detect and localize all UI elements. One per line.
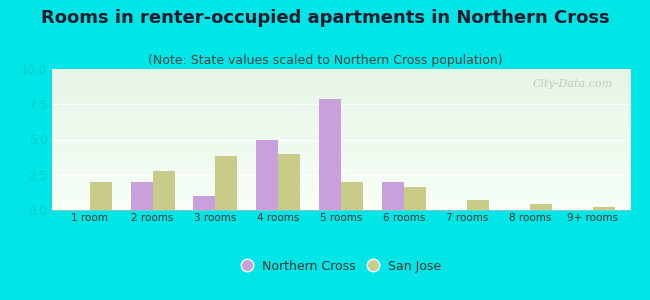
- Bar: [194, 196, 216, 210]
- Text: (Note: State values scaled to Northern Cross population): (Note: State values scaled to Northern C…: [148, 54, 502, 67]
- Bar: [530, 204, 552, 210]
- Bar: [278, 154, 300, 210]
- Bar: [341, 182, 363, 210]
- Bar: [382, 182, 404, 210]
- Bar: [153, 170, 175, 210]
- Bar: [90, 182, 112, 210]
- Bar: [467, 200, 489, 210]
- Text: City-Data.com: City-Data.com: [533, 79, 613, 89]
- Bar: [256, 140, 278, 210]
- Legend: Northern Cross, San Jose: Northern Cross, San Jose: [238, 256, 445, 277]
- Text: Rooms in renter-occupied apartments in Northern Cross: Rooms in renter-occupied apartments in N…: [41, 9, 609, 27]
- Bar: [404, 188, 426, 210]
- Bar: [131, 182, 153, 210]
- Bar: [216, 156, 237, 210]
- Bar: [319, 99, 341, 210]
- Bar: [593, 207, 615, 210]
